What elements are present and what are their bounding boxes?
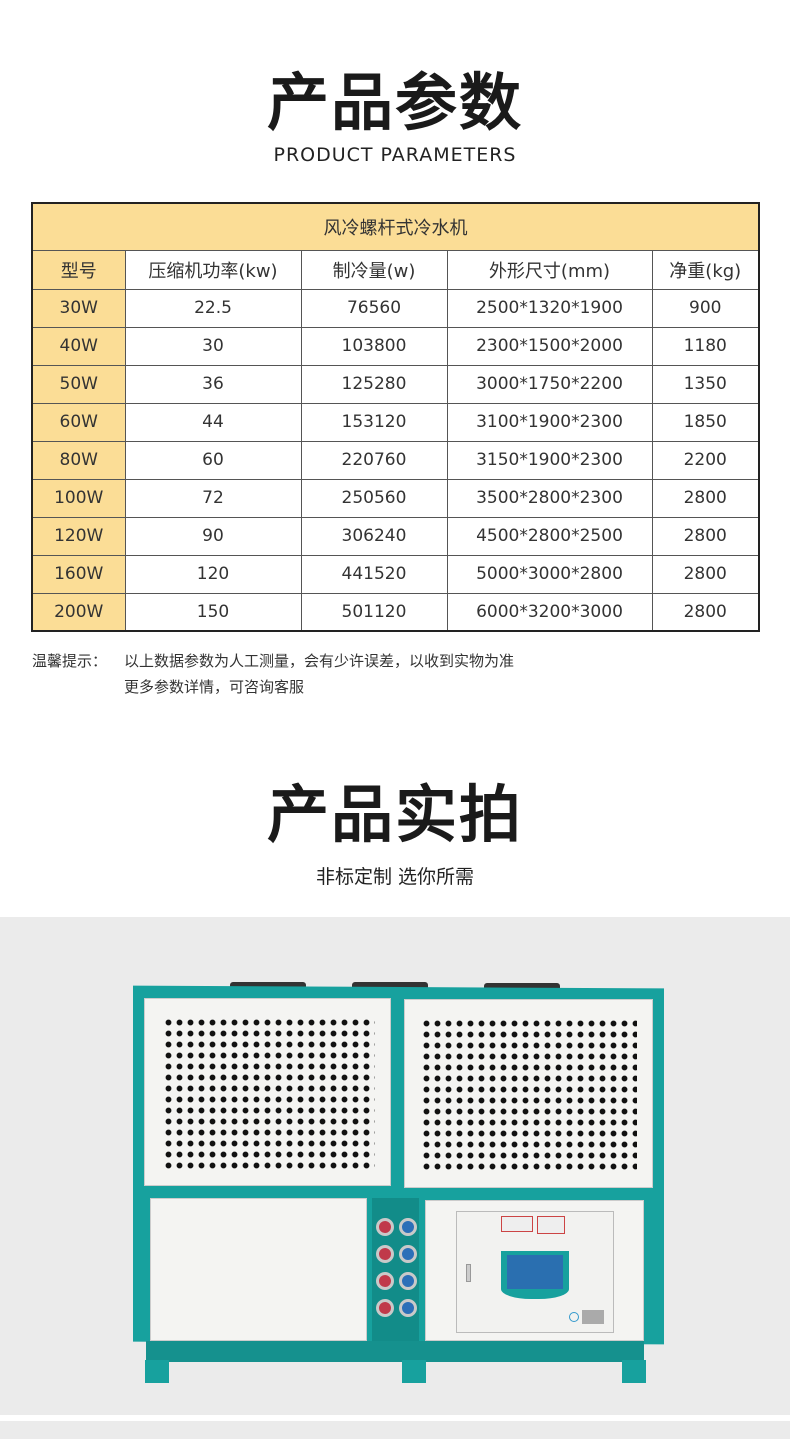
chiller-leg (145, 1360, 169, 1383)
table-cell: 90 (124, 516, 302, 556)
table-cell: 44 (124, 402, 302, 442)
table-cell: 103800 (300, 326, 448, 366)
table-row: 100W 72 250560 3500*2800*2300 2800 (31, 478, 760, 518)
column-header: 净重(kg) (651, 249, 760, 290)
table-cell: 6000*3200*3000 (446, 592, 653, 632)
perforated-grille (163, 1017, 375, 1169)
chiller-leg (402, 1360, 426, 1383)
table-row: 30W 22.5 76560 2500*1320*1900 900 (31, 288, 760, 328)
column-header: 外形尺寸(mm) (446, 249, 653, 290)
table-cell: 4500*2800*2500 (446, 516, 653, 556)
gauge-strip (372, 1198, 419, 1341)
table-cell: 3100*1900*2300 (446, 402, 653, 442)
fan-icon (484, 983, 560, 989)
warning-label (501, 1216, 533, 1232)
table-cell: 60 (124, 440, 302, 480)
section-title-photos: 产品实拍 (266, 778, 523, 851)
model-cell: 30W (31, 288, 126, 328)
table-cell: 441520 (300, 554, 448, 594)
note-line-1: 以上数据参数为人工测量，会有少许误差，以收到实物为准 (124, 652, 515, 670)
pressure-gauge-icon (376, 1245, 394, 1263)
table-cell: 3150*1900*2300 (446, 440, 653, 480)
table-cell: 2500*1320*1900 (446, 288, 653, 328)
pressure-gauge-icon (376, 1272, 394, 1290)
fan-icon (352, 982, 428, 988)
table-title: 风冷螺杆式冷水机 (31, 202, 760, 251)
table-cell: 153120 (300, 402, 448, 442)
warning-label (537, 1216, 565, 1234)
note-line-2: 更多参数详情，可咨询客服 (124, 678, 305, 696)
table-row: 50W 36 125280 3000*1750*2200 1350 (31, 364, 760, 404)
model-cell: 160W (31, 554, 126, 594)
table-cell: 5000*3000*2800 (446, 554, 653, 594)
table-cell: 30 (124, 326, 302, 366)
table-cell: 3500*2800*2300 (446, 478, 653, 518)
table-cell: 125280 (300, 364, 448, 404)
model-cell: 200W (31, 592, 126, 632)
table-cell: 1350 (651, 364, 760, 404)
table-row: 120W 90 306240 4500*2800*2500 2800 (31, 516, 760, 556)
table-cell: 2200 (651, 440, 760, 480)
table-cell: 2800 (651, 554, 760, 594)
model-cell: 120W (31, 516, 126, 556)
table-cell: 72 (124, 478, 302, 518)
chiller-base (146, 1341, 644, 1362)
table-row: 160W 120 441520 5000*3000*2800 2800 (31, 554, 760, 594)
table-cell: 120 (124, 554, 302, 594)
control-panel (501, 1251, 569, 1299)
note-label: 温馨提示： (32, 652, 108, 670)
table-row: 60W 44 153120 3100*1900*2300 1850 (31, 402, 760, 442)
model-cell: 50W (31, 364, 126, 404)
table-cell: 220760 (300, 440, 448, 480)
photo-strip (0, 1421, 790, 1439)
pressure-gauge-icon (376, 1299, 394, 1317)
table-cell: 501120 (300, 592, 448, 632)
upper-left-panel (144, 998, 391, 1186)
nameplate (582, 1310, 604, 1324)
table-row: 200W 150 501120 6000*3200*3000 2800 (31, 592, 760, 632)
chiller-leg (622, 1360, 646, 1383)
table-cell: 76560 (300, 288, 448, 328)
model-cell: 100W (31, 478, 126, 518)
control-display (507, 1255, 563, 1289)
table-cell: 1850 (651, 402, 760, 442)
model-cell: 80W (31, 440, 126, 480)
table-cell: 1180 (651, 326, 760, 366)
table-cell: 2800 (651, 478, 760, 518)
model-cell: 60W (31, 402, 126, 442)
table-cell: 36 (124, 364, 302, 404)
model-cell: 40W (31, 326, 126, 366)
table-cell: 306240 (300, 516, 448, 556)
parameters-table: 风冷螺杆式冷水机 型号 压缩机功率(kw) 制冷量(w) 外形尺寸(mm) 净重(kg)… (31, 202, 760, 632)
table-cell: 2800 (651, 516, 760, 556)
upper-right-panel (404, 999, 653, 1188)
pressure-gauge-icon (399, 1299, 417, 1317)
cabinet-handle (466, 1264, 471, 1282)
pressure-gauge-icon (399, 1218, 417, 1236)
column-header: 型号 (31, 249, 126, 290)
column-header: 制冷量(w) (300, 249, 448, 290)
fan-icon (230, 982, 306, 988)
table-cell: 150 (124, 592, 302, 632)
section-subtitle-photos: 非标定制 选你所需 (315, 866, 475, 888)
table-row: 80W 60 220760 3150*1900*2300 2200 (31, 440, 760, 480)
section-subtitle-parameters: PRODUCT PARAMETERS (273, 144, 517, 166)
pressure-gauge-icon (376, 1218, 394, 1236)
table-cell: 250560 (300, 478, 448, 518)
logo-icon (569, 1312, 579, 1322)
lower-right-panel (425, 1200, 644, 1341)
table-cell: 3000*1750*2200 (446, 364, 653, 404)
table-cell: 2800 (651, 592, 760, 632)
control-cabinet (456, 1211, 614, 1333)
table-row: 40W 30 103800 2300*1500*2000 1180 (31, 326, 760, 366)
pressure-gauge-icon (399, 1245, 417, 1263)
lower-left-panel (150, 1198, 367, 1341)
column-header: 压缩机功率(kw) (124, 249, 302, 290)
table-cell: 900 (651, 288, 760, 328)
table-cell: 22.5 (124, 288, 302, 328)
table-cell: 2300*1500*2000 (446, 326, 653, 366)
section-title-parameters: 产品参数 (266, 66, 523, 139)
perforated-grille (421, 1018, 637, 1170)
pressure-gauge-icon (399, 1272, 417, 1290)
